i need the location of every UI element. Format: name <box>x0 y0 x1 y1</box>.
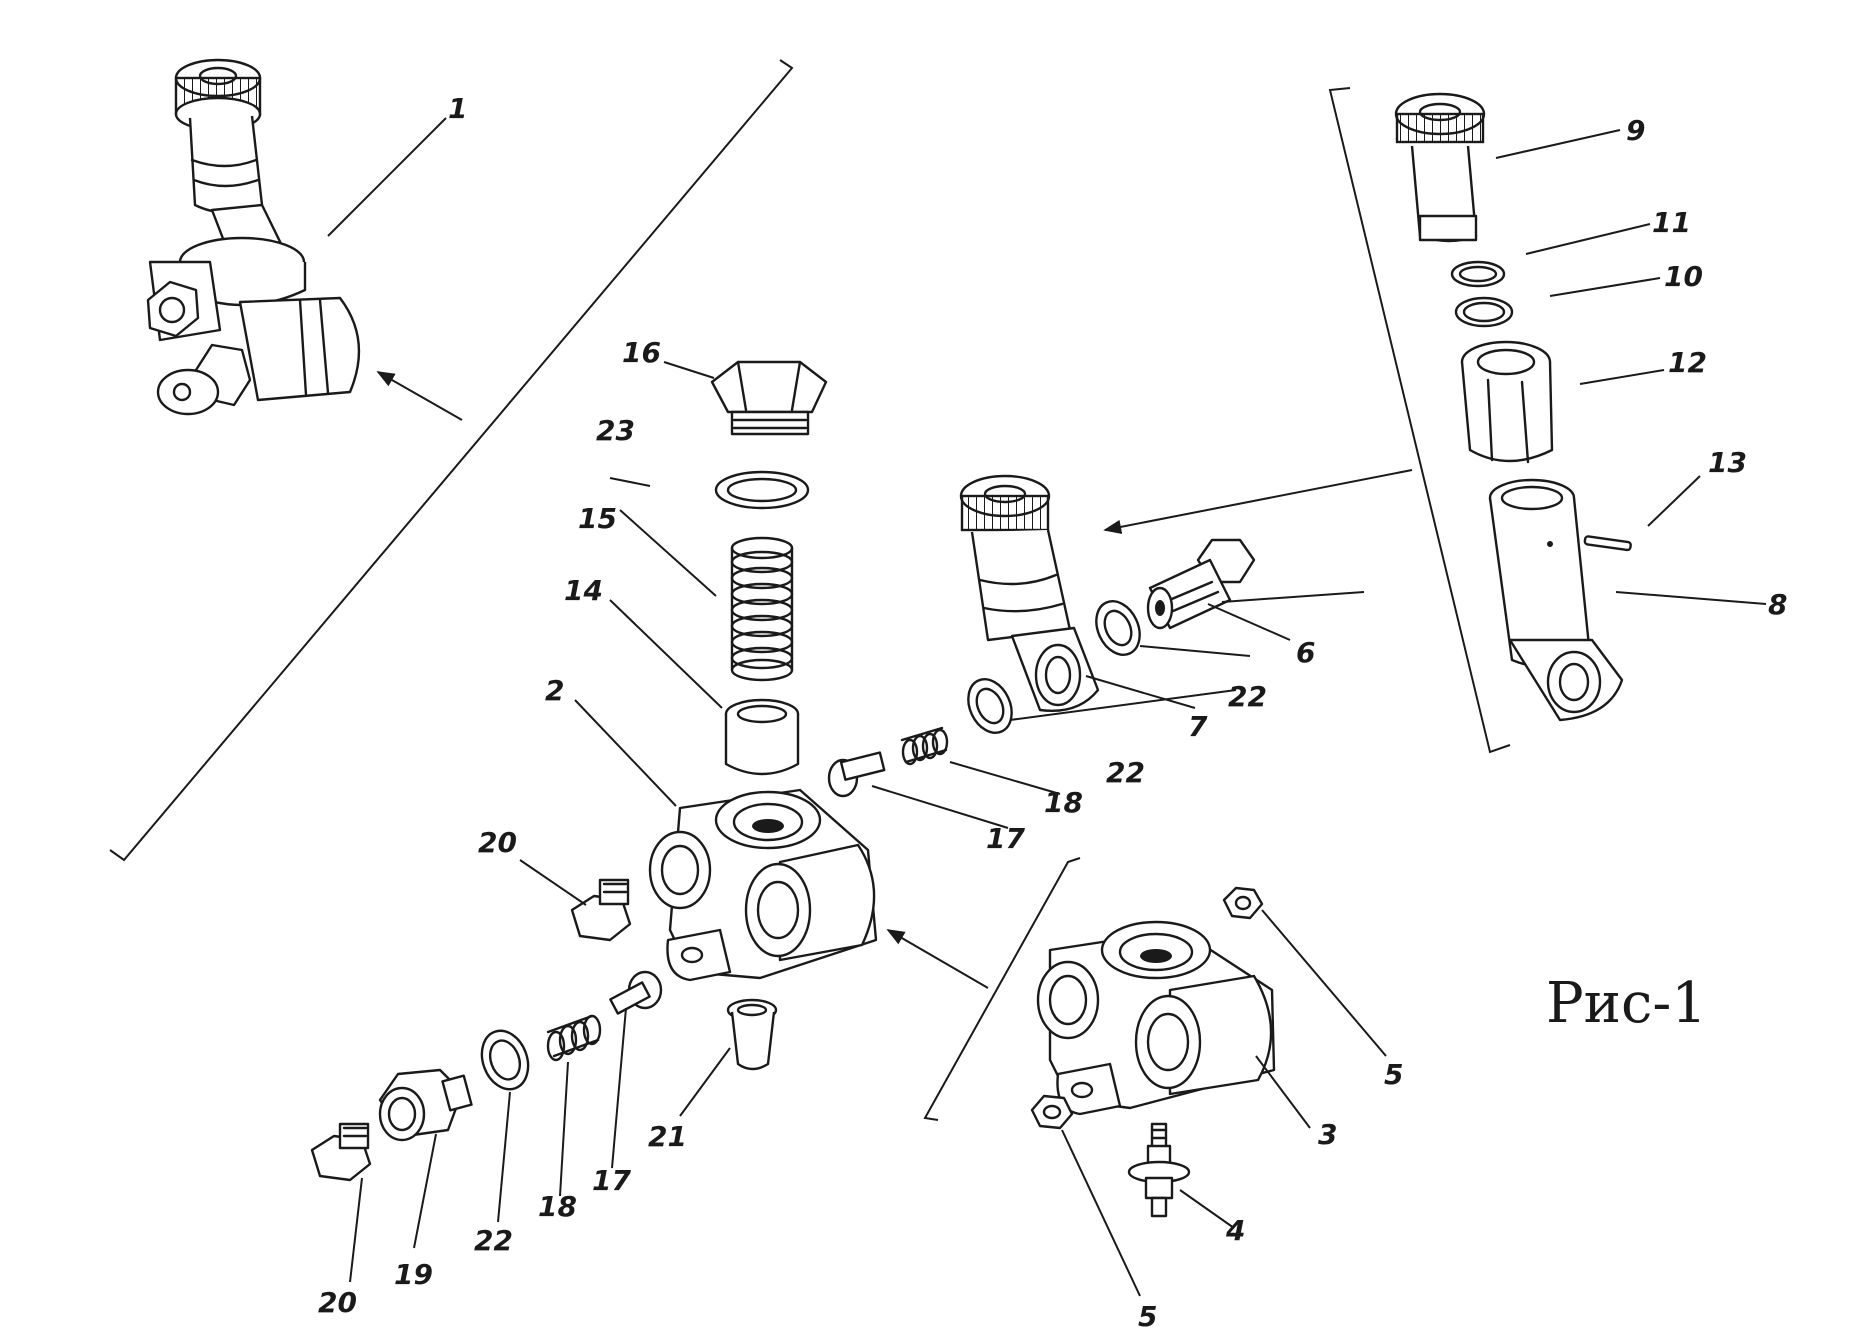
callout-22-upper: 22 <box>1228 680 1267 713</box>
callout-11: 11 <box>1652 206 1691 239</box>
arrow-assembly-1 <box>376 371 463 421</box>
callout-17-upper: 17 <box>986 822 1025 855</box>
part-18-spring-upper <box>900 726 949 766</box>
callout-23: 23 <box>596 414 635 447</box>
leader-lines <box>327 117 1767 1297</box>
part-4-fitting <box>1127 1122 1191 1218</box>
callout-21: 21 <box>648 1120 687 1153</box>
group-bracket-lower <box>923 857 1081 1121</box>
part-10-ring <box>1454 296 1514 328</box>
callout-1: 1 <box>448 92 467 125</box>
part-3-body <box>1036 920 1276 1116</box>
part-22-washer-mid <box>967 678 1013 734</box>
part-13-pin <box>1583 535 1632 552</box>
callout-2: 2 <box>545 674 564 707</box>
callout-13: 13 <box>1708 446 1747 479</box>
arrow-body-3 <box>886 929 989 989</box>
part-18-spring-lower <box>546 1014 602 1062</box>
arrow-pump-7 <box>1103 469 1413 534</box>
part-11-ring <box>1450 260 1506 288</box>
part-7-pump-housing <box>959 474 1100 712</box>
callout-19: 19 <box>394 1258 433 1291</box>
callout-18-upper: 18 <box>1044 786 1083 819</box>
part-17-bolt-lower <box>609 970 663 1015</box>
part-12-cap-nut <box>1460 340 1554 464</box>
part-21-bushing <box>726 998 778 1071</box>
callout-16: 16 <box>622 336 661 369</box>
callout-20-upper: 20 <box>478 826 517 859</box>
callout-9: 9 <box>1626 114 1645 147</box>
part-23-washer <box>714 470 810 510</box>
part-14-bushing <box>724 698 800 776</box>
part-6-valve <box>1146 538 1256 630</box>
callout-4: 4 <box>1225 1214 1245 1247</box>
callout-5-upper: 5 <box>1384 1058 1403 1091</box>
callout-7: 7 <box>1188 710 1208 743</box>
part-16-plug <box>710 360 828 436</box>
part-19-union <box>378 1068 473 1142</box>
group-bracket-right <box>1328 87 1511 754</box>
callout-12: 12 <box>1668 346 1707 379</box>
callout-3: 3 <box>1318 1118 1337 1151</box>
part-17-bolt-upper <box>827 751 886 798</box>
callout-18-lower: 18 <box>538 1190 577 1223</box>
part-22-washer-upper <box>1095 600 1141 656</box>
part-5-nut-upper <box>1222 886 1264 920</box>
part-22-washer-lower <box>480 1029 530 1091</box>
part-15-spring <box>730 536 794 682</box>
part-1-assembly <box>146 58 361 416</box>
callout-6: 6 <box>1296 636 1315 669</box>
callout-5-lower: 5 <box>1138 1300 1157 1331</box>
part-9-plunger-handle <box>1394 92 1486 243</box>
part-2-pump-body <box>648 788 878 982</box>
callout-17-lower: 17 <box>592 1164 631 1197</box>
callout-22-lower: 22 <box>474 1224 513 1257</box>
part-8-cylinder <box>1488 478 1624 722</box>
part-20-plug-lower <box>310 1122 372 1182</box>
callout-15: 15 <box>578 502 617 535</box>
callout-10: 10 <box>1664 260 1703 293</box>
callout-8: 8 <box>1768 588 1787 621</box>
part-20-plug-upper <box>570 878 632 942</box>
callout-20-lower: 20 <box>318 1286 357 1319</box>
callout-14: 14 <box>564 574 603 607</box>
part-5-nut-lower <box>1030 1094 1074 1130</box>
callout-22-mid: 22 <box>1106 756 1145 789</box>
group-bracket-left <box>109 59 794 862</box>
figure-label: Рис-1 <box>1546 971 1707 1036</box>
